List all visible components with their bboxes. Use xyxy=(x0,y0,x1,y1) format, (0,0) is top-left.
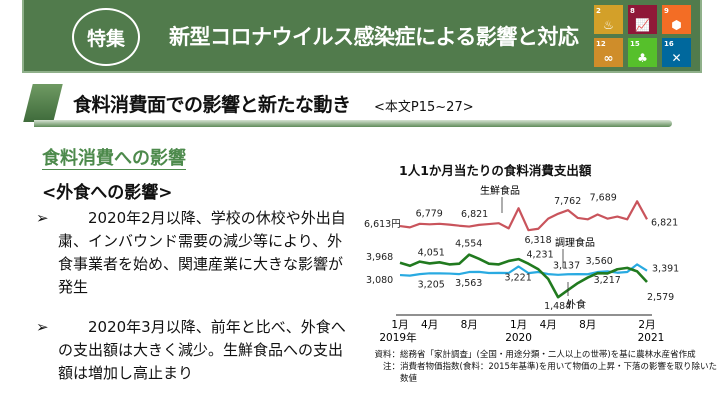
data-label: 6,821 xyxy=(461,209,488,220)
dove-icon: ✕ xyxy=(671,51,682,65)
x-tick-label: 8月 xyxy=(579,319,596,331)
data-label: 4,554 xyxy=(455,239,482,250)
bullet-item: ➢ 2020年2月以降、学校の休校や外出自粛、インバウンド需要の減少等により、外食… xyxy=(36,209,346,296)
sdg-16-tile: 16 ✕ xyxy=(662,38,691,67)
bullet-arrow-icon: ➢ xyxy=(36,209,49,227)
sdg-2-tile: 2 ♨ xyxy=(594,5,623,34)
cubes-icon: ⬢ xyxy=(671,18,682,32)
note-source: 資料： 総務省「家計調査」(全国・用途分類・二人以上の世帯)を基に農林水産省作成 xyxy=(374,350,696,360)
series-label-fresh: 生鮮食品 xyxy=(480,184,520,197)
infinity-icon: ∞ xyxy=(603,51,614,65)
sdg-number: 16 xyxy=(664,40,674,48)
sdg-number: 15 xyxy=(630,40,640,48)
data-label: 3,560 xyxy=(586,256,613,267)
x-tick-label: 4月 xyxy=(421,319,438,331)
data-label: 1,484 xyxy=(544,301,571,312)
section-title: 食料消費面での影響と新たな動き xyxy=(73,94,351,116)
sdg-9-tile: 9 ⬢ xyxy=(662,5,691,34)
sdg-number: 12 xyxy=(596,40,606,48)
sdg-8-tile: 8 📈 xyxy=(628,5,657,34)
series-line-1 xyxy=(399,263,648,277)
bullet-arrow-icon: ➢ xyxy=(36,318,49,336)
tree-icon: ♣ xyxy=(637,51,648,65)
data-label: 3,563 xyxy=(455,278,482,289)
page-title: 新型コロナウイルス感染症による影響と対応 xyxy=(169,25,579,49)
series-line-0 xyxy=(399,200,648,232)
x-tick-sublabel: 2019年 xyxy=(379,331,416,344)
chart-title: 1人1か月当たりの食料消費支出額 xyxy=(399,163,592,178)
data-label: 7,762 xyxy=(554,196,581,207)
sdg-12-tile: 12 ∞ xyxy=(594,38,623,67)
x-tick-label: 8月 xyxy=(461,319,478,331)
section-underline xyxy=(34,120,672,127)
x-tick-sublabel: 2020 xyxy=(505,332,532,344)
sdg-15-tile: 15 ♣ xyxy=(628,38,657,67)
bullet-item: ➢ 2020年3月以降、前年と比べ、外食への支出額は大きく減少。生鮮食品への支出額… xyxy=(36,318,346,382)
header-band: 特集 新型コロナウイルス感染症による影響と対応 xyxy=(22,0,702,73)
sdg-number: 9 xyxy=(664,7,669,15)
x-tick-label: 1月 xyxy=(510,319,527,331)
section-reference: <本文P15~27> xyxy=(374,100,474,115)
feature-badge: 特集 xyxy=(72,8,140,66)
data-label: 3,205 xyxy=(418,279,445,290)
x-tick-label: 1月 xyxy=(391,319,408,331)
data-label: 2,579 xyxy=(647,292,674,303)
content-heading: 食料消費への影響 xyxy=(42,148,186,170)
chart-notes: 資料： 総務省「家計調査」(全国・用途分類・二人以上の世帯)を基に農林水産省作成 … xyxy=(372,349,720,385)
data-label: 4,231 xyxy=(526,250,553,261)
sdg-icons: 2 ♨ 8 📈 9 ⬢ 12 ∞ 15 ♣ 16 ✕ xyxy=(594,5,691,67)
data-label: 6,318 xyxy=(524,235,551,246)
x-tick-label: 4月 xyxy=(540,319,557,331)
x-tick-label: 2月 xyxy=(638,319,655,331)
data-label: 3,080 xyxy=(366,275,393,286)
data-label: 4,051 xyxy=(418,247,445,258)
series-line-2 xyxy=(399,253,648,299)
bowl-icon: ♨ xyxy=(603,18,614,32)
data-label: 3,968 xyxy=(366,252,393,263)
data-label: 3,137 xyxy=(553,260,580,271)
content-subheading: <外食への影響> xyxy=(42,183,173,203)
data-label: 3,217 xyxy=(594,275,621,286)
data-label: 3,391 xyxy=(652,264,679,275)
series-label-dining-out: 外食 xyxy=(566,298,586,311)
sdg-number: 8 xyxy=(630,7,635,15)
data-label: 6,613円 xyxy=(364,219,401,230)
data-label: 6,779 xyxy=(416,208,443,219)
data-label: 7,689 xyxy=(590,192,617,203)
data-label: 3,221 xyxy=(505,272,532,283)
x-tick-sublabel: 2021 xyxy=(638,332,665,344)
data-label: 6,821 xyxy=(651,217,678,228)
sdg-number: 2 xyxy=(596,7,601,15)
note-remark: 注： 消費者物価指数(食料：2015年基準)を用いて物価の上昇・下落の影響を取り除… xyxy=(382,362,718,384)
growth-chart-icon: 📈 xyxy=(635,18,650,32)
series-label-prepared: 調理食品 xyxy=(555,236,595,249)
